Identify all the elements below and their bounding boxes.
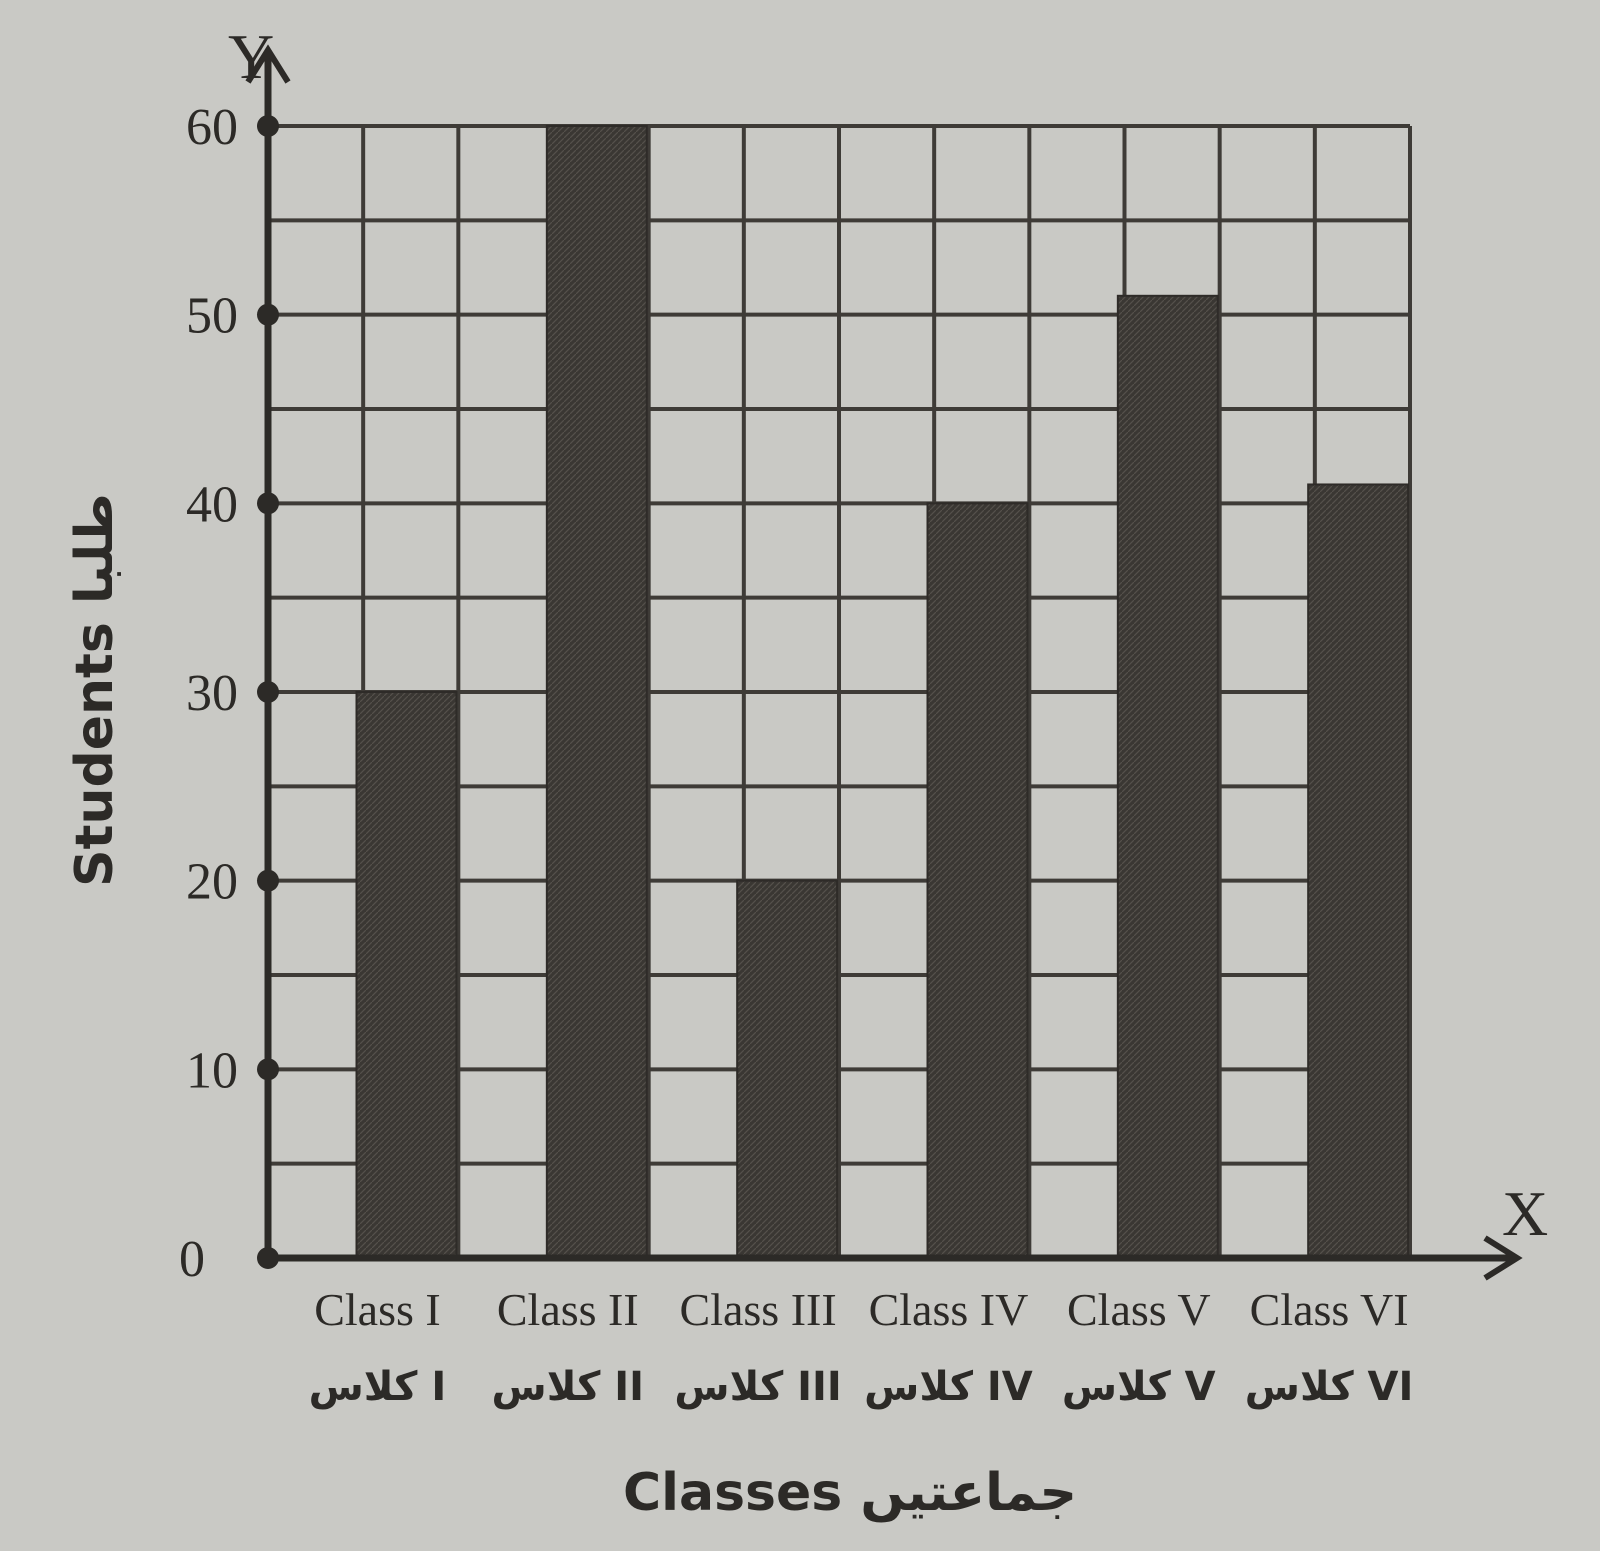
y-tick-dot — [257, 492, 279, 515]
bar-class-iii — [736, 879, 839, 1260]
y-tick-label: 10 — [186, 1042, 238, 1099]
y-tick-dot — [257, 1058, 279, 1081]
bar-class-iv — [926, 502, 1029, 1260]
x-tick-label: Class III — [680, 1284, 837, 1335]
y-tick-label: 60 — [186, 99, 238, 156]
x-axis-letter: X — [1502, 1178, 1548, 1249]
x-tick-label-urdu: کلاس V — [1062, 1364, 1216, 1410]
x-tick-label: Class IV — [869, 1284, 1029, 1335]
bar-class-vi — [1307, 483, 1410, 1259]
y-tick-dot — [257, 1247, 279, 1269]
x-tick-label-urdu: کلاس III — [674, 1364, 841, 1410]
bar-class-i — [355, 691, 458, 1259]
y-tick-label: 0 — [179, 1231, 205, 1288]
y-tick-label: 20 — [186, 854, 238, 911]
y-tick-dot — [257, 303, 279, 326]
y-axis-arrow — [245, 44, 291, 84]
x-tick-label-urdu: کلاس IV — [864, 1364, 1033, 1410]
x-tick-label: Class VI — [1250, 1284, 1409, 1335]
bars — [355, 125, 1410, 1260]
y-tick-dot — [257, 869, 279, 892]
x-axis-arrow — [1483, 1235, 1523, 1281]
x-axis-title: Classes جماعتیں — [623, 1463, 1077, 1523]
y-axis-letter: Y — [228, 21, 274, 92]
x-tick-label: Class I — [314, 1284, 441, 1335]
x-tick-label: Class V — [1067, 1284, 1211, 1335]
axes — [245, 44, 1523, 1281]
x-tick-label: Class II — [497, 1284, 639, 1335]
bar-class-v — [1116, 294, 1219, 1259]
y-tick-label: 30 — [186, 665, 238, 722]
y-tick-label: 40 — [186, 476, 238, 533]
x-tick-label-urdu: کلاس II — [492, 1364, 645, 1410]
y-axis-title: Students طلبا — [65, 493, 125, 887]
y-tick-label: 50 — [186, 288, 238, 345]
y-tick-dot — [257, 115, 279, 137]
x-tick-label-urdu: کلاس I — [309, 1364, 447, 1410]
y-tick-dot — [257, 681, 279, 703]
labels: Y X Students طلبا Classes جماعتیں 0 10 20 3… — [65, 21, 1548, 1523]
bar-class-ii — [545, 125, 648, 1259]
x-tick-label-urdu: کلاس VI — [1245, 1364, 1414, 1410]
